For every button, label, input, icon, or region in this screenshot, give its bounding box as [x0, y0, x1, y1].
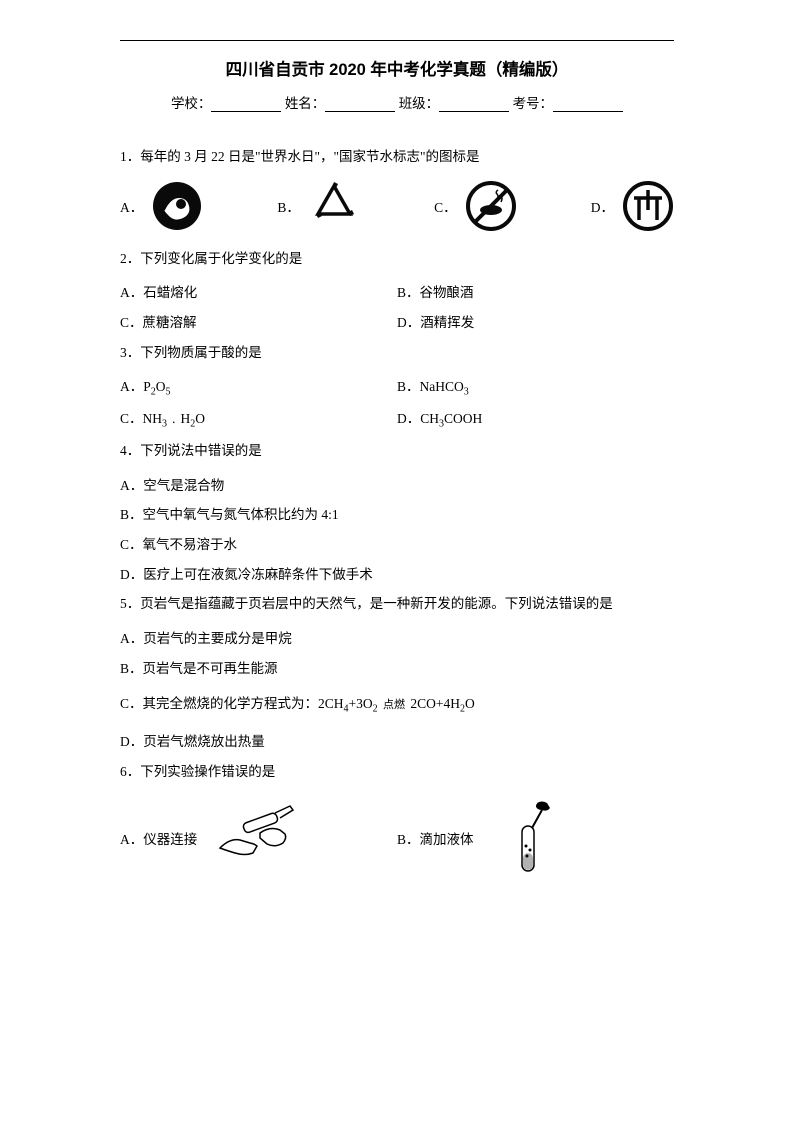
q6-option-b: B．滴加液体: [397, 798, 674, 878]
q5c-mid1: +3O: [349, 696, 373, 711]
school-blank: [211, 98, 281, 112]
q3b-pre: B．NaHCO: [397, 379, 464, 394]
q3-text: 3．下列物质属于酸的是: [120, 345, 262, 360]
q2-option-a: A．石蜡熔化: [120, 278, 397, 308]
q5c-mid2: 2CO+4H: [410, 696, 460, 711]
q5-option-b: B．页岩气是不可再生能源: [120, 654, 674, 684]
school-label: 学校：: [171, 96, 212, 111]
q5-text: 5．页岩气是指蕴藏于页岩层中的天然气，是一种新开发的能源。下列说法错误的是: [120, 596, 613, 611]
q3d-post: COOH: [444, 411, 482, 426]
q4-option-a: A．空气是混合物: [120, 471, 674, 501]
q3-options: A．P2O5 B．NaHCO3 C．NH3﹒H2O D．CH3COOH: [120, 372, 674, 435]
q1-d-label: D．: [591, 196, 614, 216]
q1-option-a: A．: [120, 180, 203, 232]
q5-option-d: D．页岩气燃烧放出热量: [120, 727, 674, 757]
jie-circle-icon: [622, 180, 674, 232]
q3-option-a: A．P2O5: [120, 372, 397, 404]
name-label: 姓名：: [285, 96, 326, 111]
q1-b-label: B．: [277, 196, 300, 216]
q2-option-d: D．酒精挥发: [397, 308, 674, 338]
q4-options: A．空气是混合物 B．空气中氧气与氮气体积比约为 4:1 C．氧气不易溶于水 D…: [120, 471, 674, 590]
student-info-line: 学校： 姓名： 班级： 考号：: [120, 92, 674, 112]
q3a-mid: O: [156, 379, 166, 394]
q5c-pre: C．其完全燃烧的化学方程式为：2CH: [120, 696, 344, 711]
q5c-annotation: 点燃: [383, 700, 405, 711]
q2-text: 2．下列变化属于化学变化的是: [120, 251, 302, 266]
name-blank: [325, 98, 395, 112]
q1-option-d: D．: [591, 180, 674, 232]
q3-option-b: B．NaHCO3: [397, 372, 674, 404]
examno-blank: [553, 98, 623, 112]
q5c-sub2: 2: [373, 704, 378, 715]
question-5: 5．页岩气是指蕴藏于页岩层中的天然气，是一种新开发的能源。下列说法错误的是: [120, 589, 674, 619]
q5-option-a: A．页岩气的主要成分是甲烷: [120, 624, 674, 654]
apparatus-connection-icon: [205, 798, 305, 878]
q2-options: A．石蜡熔化 B．谷物酿酒 C．蔗糖溶解 D．酒精挥发: [120, 278, 674, 337]
q1-a-label: A．: [120, 196, 143, 216]
q4-option-b: B．空气中氧气与氮气体积比约为 4:1: [120, 500, 674, 530]
q6-text: 6．下列实验操作错误的是: [120, 764, 275, 779]
q5c-post: O: [465, 696, 475, 711]
q3d-pre: D．CH: [397, 411, 439, 426]
q3c-pre: C．NH: [120, 411, 162, 426]
q5-options: A．页岩气的主要成分是甲烷 B．页岩气是不可再生能源 C．其完全燃烧的化学方程式…: [120, 624, 674, 757]
question-2: 2．下列变化属于化学变化的是: [120, 244, 674, 274]
q3b-sub: 3: [464, 387, 469, 398]
top-divider: [120, 40, 674, 41]
q3-option-d: D．CH3COOH: [397, 404, 674, 436]
q5-option-c: C．其完全燃烧的化学方程式为：2CH4+3O2 点燃 2CO+4H2O: [120, 689, 674, 721]
q1-option-c: C．: [434, 180, 517, 232]
q3a-pre: A．P: [120, 379, 151, 394]
q6b-label: B．滴加液体: [397, 828, 474, 848]
q6-option-a: A．仪器连接: [120, 798, 397, 878]
class-label: 班级：: [399, 96, 440, 111]
question-4: 4．下列说法中错误的是: [120, 436, 674, 466]
equation-condition: 点燃: [383, 700, 405, 711]
q1-text: 1．每年的 3 月 22 日是"世界水日"，"国家节水标志"的图标是: [120, 149, 480, 164]
q4-option-c: C．氧气不易溶于水: [120, 530, 674, 560]
question-3: 3．下列物质属于酸的是: [120, 338, 674, 368]
q6a-label: A．仪器连接: [120, 828, 197, 848]
q2-option-b: B．谷物酿酒: [397, 278, 674, 308]
q6-options: A．仪器连接 B．滴加液体: [120, 798, 674, 878]
q4-option-d: D．医疗上可在液氮冷冻麻醉条件下做手术: [120, 560, 674, 590]
q1-option-b: B．: [277, 180, 360, 232]
dropper-liquid-icon: [482, 798, 582, 878]
page-title: 四川省自贡市 2020 年中考化学真题（精编版）: [120, 56, 674, 80]
q4-text: 4．下列说法中错误的是: [120, 443, 262, 458]
q2-option-c: C．蔗糖溶解: [120, 308, 397, 338]
q3c-post: O: [195, 411, 205, 426]
q1-c-label: C．: [434, 196, 457, 216]
water-save-icon: [151, 180, 203, 232]
q3a-sub2: 5: [166, 387, 171, 398]
q3c-mid: ﹒H: [167, 411, 190, 426]
question-1: 1．每年的 3 月 22 日是"世界水日"，"国家节水标志"的图标是: [120, 142, 674, 172]
recycle-icon: [308, 180, 360, 232]
class-blank: [439, 98, 509, 112]
q3-option-c: C．NH3﹒H2O: [120, 404, 397, 436]
q1-options: A． B． C． D．: [120, 180, 674, 232]
no-smoking-icon: [465, 180, 517, 232]
examno-label: 考号：: [513, 96, 554, 111]
question-6: 6．下列实验操作错误的是: [120, 757, 674, 787]
